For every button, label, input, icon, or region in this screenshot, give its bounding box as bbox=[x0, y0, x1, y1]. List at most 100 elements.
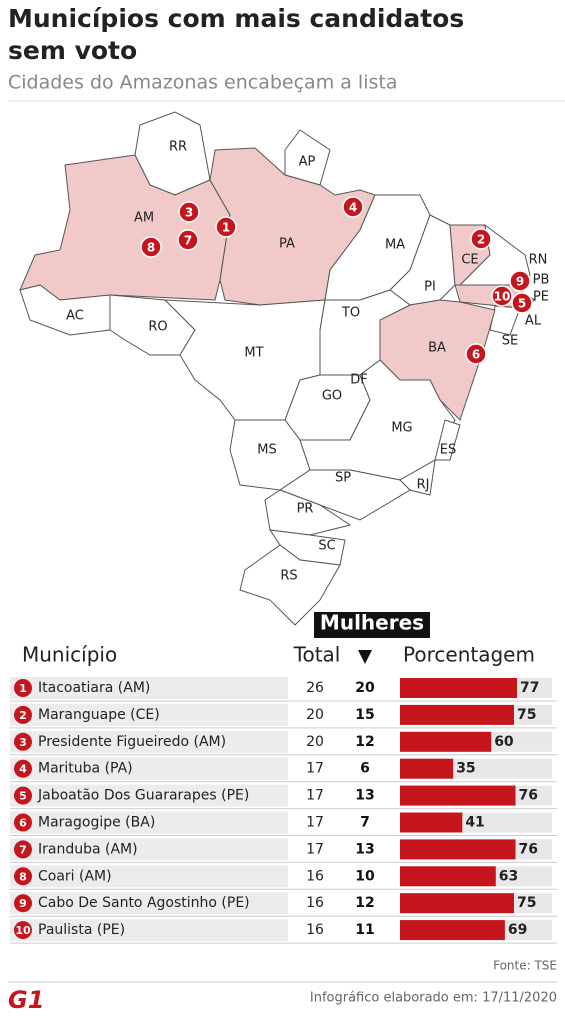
total: 16 bbox=[306, 868, 324, 884]
arrow bbox=[358, 650, 372, 664]
state-label: PI bbox=[424, 280, 436, 295]
rank-badge bbox=[14, 867, 32, 886]
bar-label: 75 bbox=[517, 707, 536, 723]
row-background bbox=[10, 784, 288, 807]
marker-number: 3 bbox=[185, 206, 193, 220]
state-label: PB bbox=[533, 273, 550, 288]
state-label: PA bbox=[279, 237, 295, 252]
bar bbox=[400, 678, 518, 698]
total: 17 bbox=[306, 841, 324, 857]
state-shape bbox=[434, 419, 461, 461]
women: 11 bbox=[355, 922, 374, 938]
total: 20 bbox=[306, 734, 324, 750]
municipality: Itacoatiara (AM) bbox=[38, 680, 150, 696]
marker bbox=[215, 216, 237, 238]
column-header: Porcentagem bbox=[403, 643, 535, 667]
title-line: Municípios com mais candidatos sem voto bbox=[8, 4, 464, 65]
subtitle: Cidades do Amazonas encabeçam a lista bbox=[8, 72, 397, 94]
state-shape bbox=[319, 289, 411, 376]
rank: 1 bbox=[19, 682, 27, 695]
row-background bbox=[10, 730, 288, 753]
municipality: Iranduba (AM) bbox=[38, 841, 138, 857]
bar-label: 35 bbox=[456, 761, 475, 777]
rank-badge bbox=[14, 705, 32, 724]
marker-number: 10 bbox=[494, 290, 511, 304]
rank-badge bbox=[14, 840, 32, 859]
rank: 3 bbox=[19, 736, 27, 749]
bar-label: 41 bbox=[465, 815, 484, 831]
total: 17 bbox=[306, 761, 324, 777]
marker bbox=[178, 201, 200, 223]
state-label: RS bbox=[280, 569, 297, 584]
bar bbox=[400, 839, 516, 860]
bar-label: 76 bbox=[519, 788, 538, 804]
marker-number: 5 bbox=[518, 297, 526, 311]
rank: 10 bbox=[15, 924, 31, 937]
row-background bbox=[10, 811, 288, 834]
women: 13 bbox=[355, 788, 374, 804]
rank: 4 bbox=[19, 763, 27, 776]
bar-label: 69 bbox=[508, 922, 527, 938]
state-label: PE bbox=[533, 290, 549, 305]
total: 26 bbox=[306, 680, 324, 696]
women: 7 bbox=[360, 815, 370, 831]
state-label: MT bbox=[244, 346, 263, 361]
state-shape bbox=[284, 129, 331, 186]
state-shape bbox=[239, 544, 341, 626]
row-background bbox=[10, 677, 288, 699]
state-label: BA bbox=[428, 341, 446, 356]
marker-number: 1 bbox=[222, 221, 230, 235]
state-label: MG bbox=[391, 421, 412, 436]
state-label: PR bbox=[297, 502, 314, 517]
state-label: AC bbox=[66, 309, 84, 324]
marker bbox=[342, 196, 364, 218]
marker bbox=[470, 228, 492, 250]
bar bbox=[400, 785, 516, 806]
total: 17 bbox=[306, 815, 324, 831]
state-shape bbox=[399, 459, 436, 496]
state-label: RN bbox=[529, 253, 548, 268]
bar bbox=[400, 731, 492, 752]
municipality: Maragogipe (BA) bbox=[38, 815, 155, 831]
bar-label: 60 bbox=[494, 734, 514, 750]
row-background bbox=[10, 865, 288, 888]
women: 13 bbox=[355, 841, 374, 857]
women: 15 bbox=[355, 707, 374, 723]
state-label: RJ bbox=[417, 478, 430, 493]
marker bbox=[140, 236, 162, 258]
bar-label: 75 bbox=[517, 895, 536, 911]
state-label: RO bbox=[148, 320, 167, 335]
column-header: Município bbox=[22, 643, 117, 667]
map-labels: RR AP AM PA MA CE RN PB PE AL SE PI TO BA RO AC MT DF GO MG… bbox=[66, 140, 549, 584]
table: Município Total Mulheres Porcentagem 1 Itacoa… bbox=[10, 611, 557, 944]
municipality: Coari (AM) bbox=[38, 868, 112, 884]
state-label: AL bbox=[525, 314, 542, 329]
state-label: AM bbox=[134, 211, 154, 226]
row-background bbox=[10, 892, 288, 915]
municipality: Paulista (PE) bbox=[38, 922, 125, 938]
credit: Infográfico elaborado em: 17/11/2020 bbox=[310, 991, 557, 1006]
state-label: DF bbox=[350, 373, 368, 388]
state-label: SE bbox=[502, 334, 518, 349]
women: 12 bbox=[355, 734, 374, 750]
women: 10 bbox=[355, 868, 375, 884]
marker-number: 9 bbox=[516, 275, 524, 289]
municipality: Marituba (PA) bbox=[38, 761, 133, 777]
bar bbox=[400, 866, 496, 887]
women-badge bbox=[314, 612, 430, 638]
rank: 9 bbox=[19, 897, 27, 910]
state-label: TO bbox=[341, 306, 360, 321]
marker bbox=[491, 285, 513, 307]
marker-number: 7 bbox=[184, 234, 192, 248]
marker-number: 6 bbox=[472, 348, 480, 362]
state-label: MA bbox=[385, 238, 405, 253]
source: Fonte: TSE bbox=[493, 959, 557, 973]
municipality: Presidente Figueiredo (AM) bbox=[38, 734, 226, 750]
column-header: Mulheres bbox=[320, 611, 424, 635]
state-label: GO bbox=[322, 389, 342, 404]
map-markers: 1 2 3 4 5 6 7 8 9 10 bbox=[140, 196, 533, 365]
rank-badge bbox=[14, 894, 32, 913]
bar bbox=[400, 920, 505, 941]
state-label: CE bbox=[461, 253, 478, 268]
